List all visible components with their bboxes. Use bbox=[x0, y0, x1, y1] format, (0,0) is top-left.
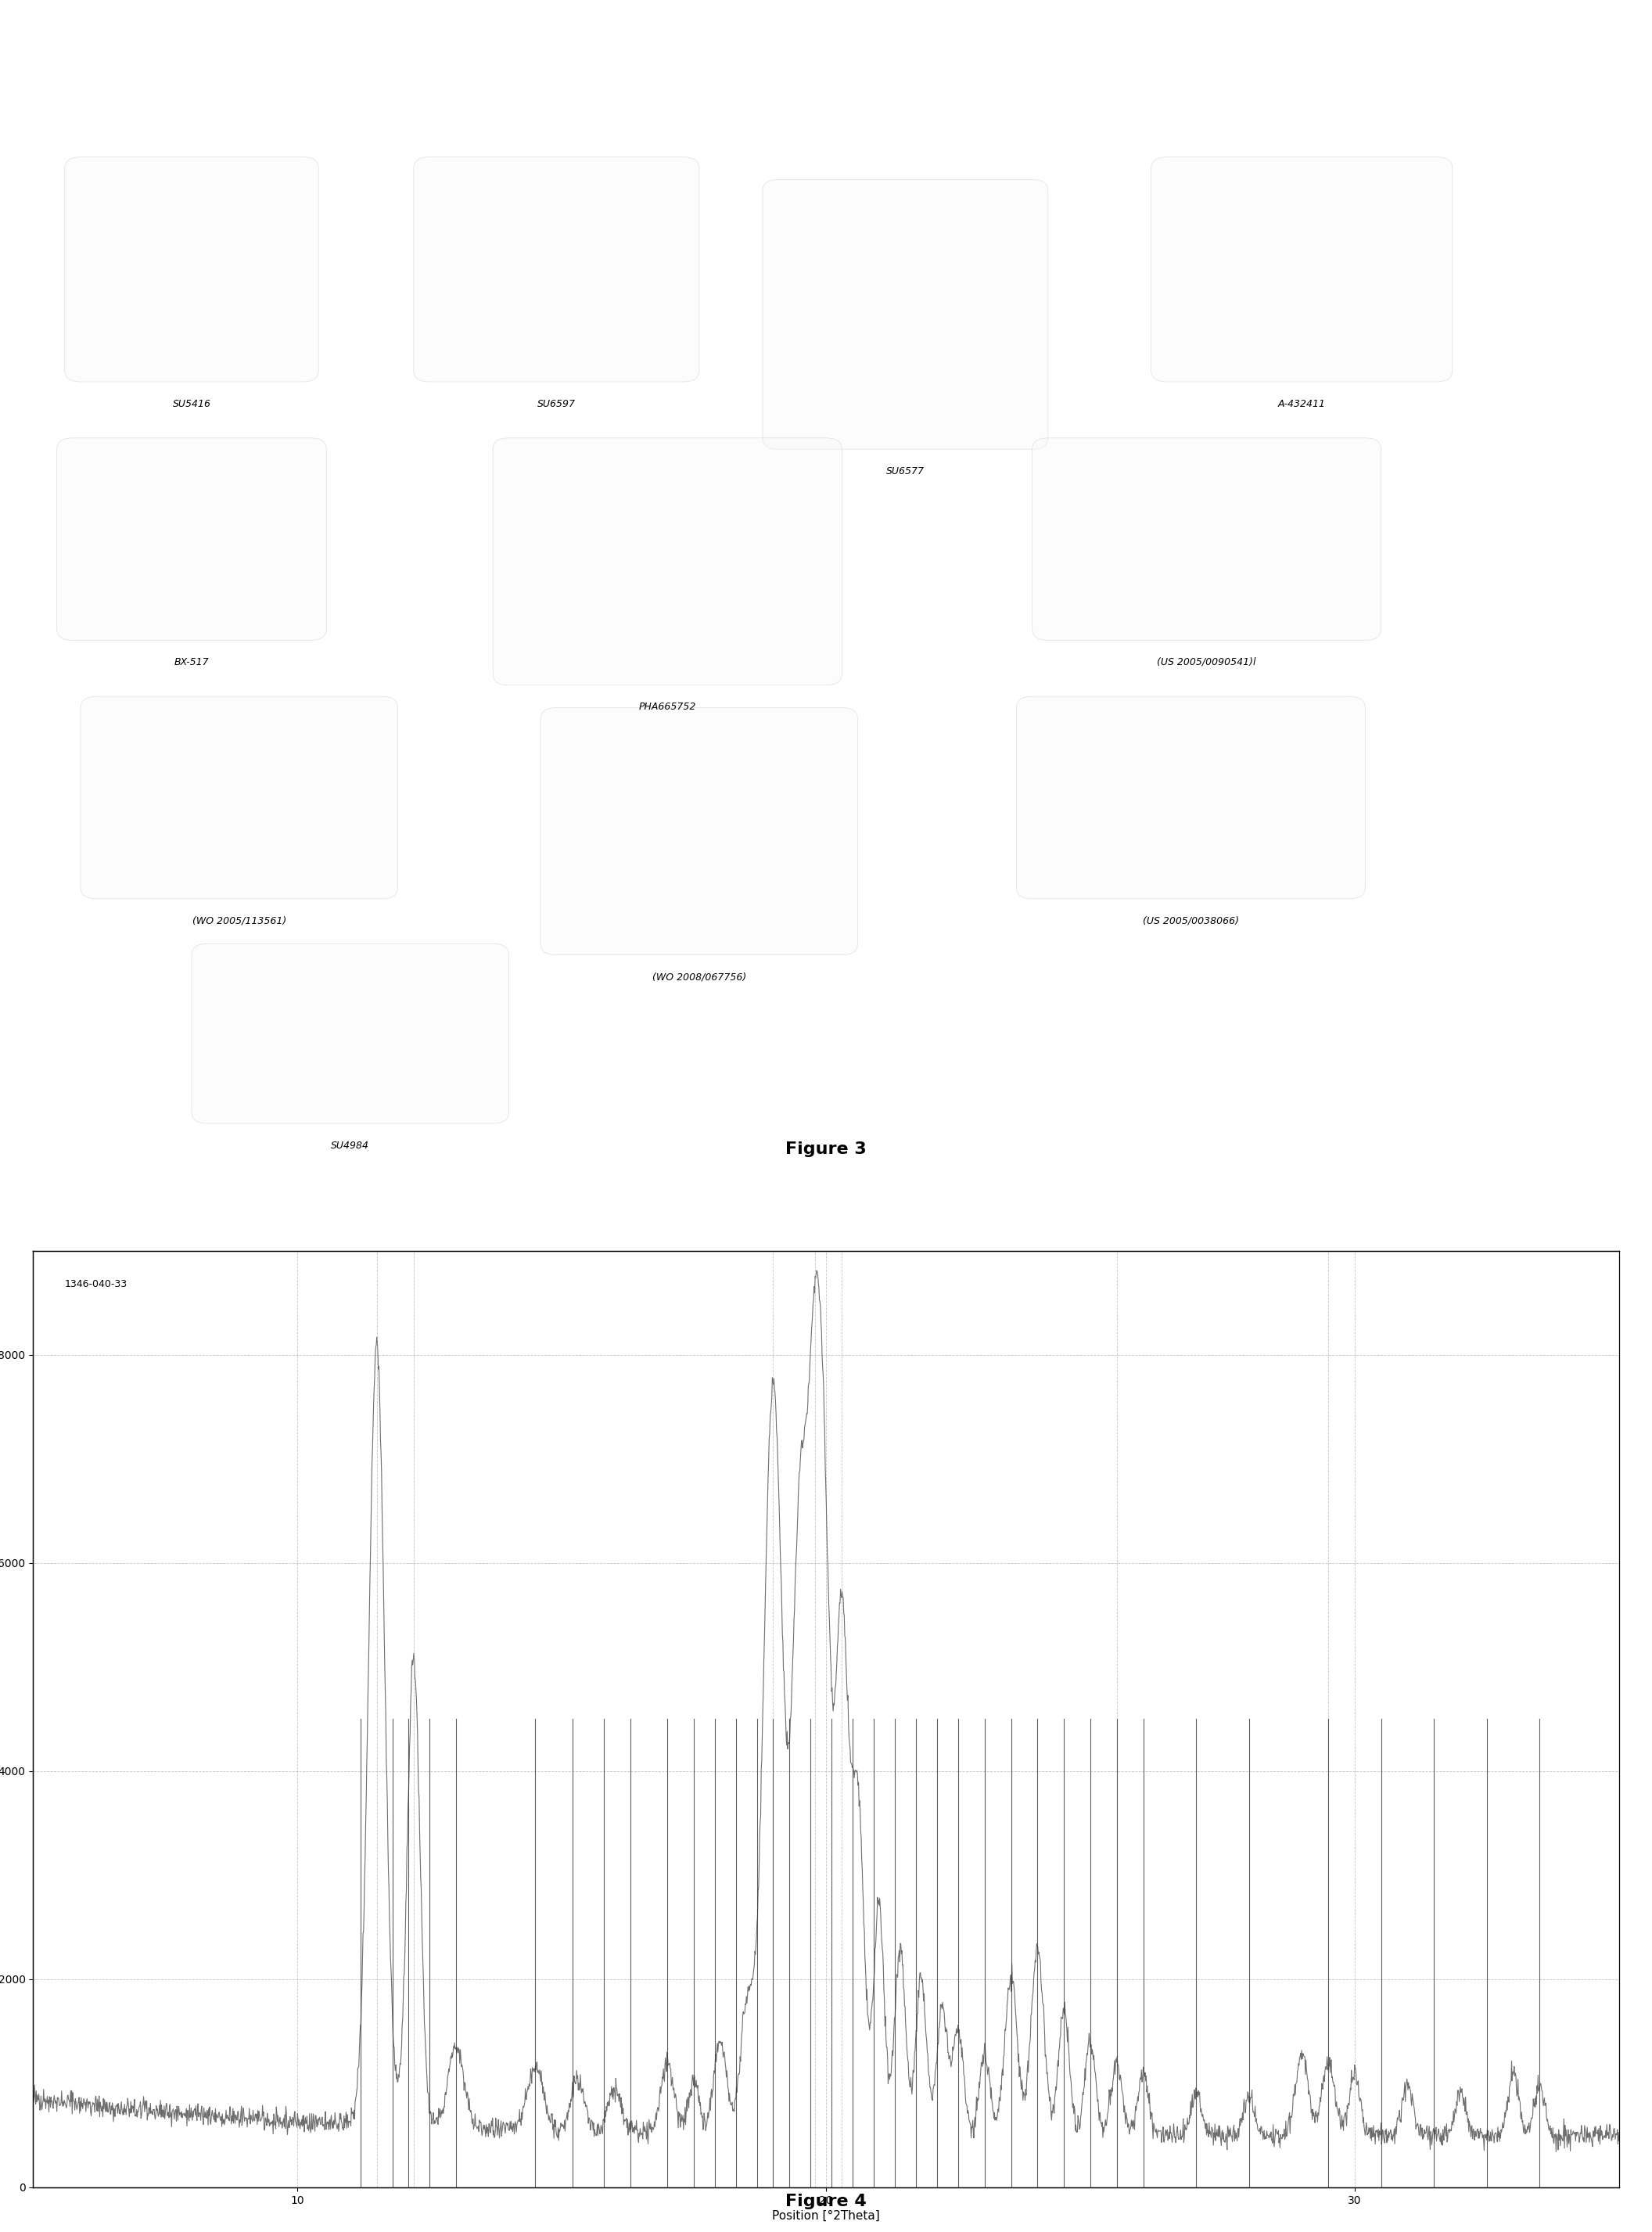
Text: (WO 2008/067756): (WO 2008/067756) bbox=[653, 971, 747, 982]
Text: A-432411: A-432411 bbox=[1279, 400, 1325, 408]
FancyBboxPatch shape bbox=[56, 437, 327, 641]
FancyBboxPatch shape bbox=[1016, 696, 1365, 899]
Text: BX-517: BX-517 bbox=[173, 656, 210, 667]
FancyBboxPatch shape bbox=[1151, 156, 1452, 382]
Text: Figure 3: Figure 3 bbox=[785, 1141, 867, 1156]
FancyBboxPatch shape bbox=[192, 944, 509, 1123]
Text: PHA665752: PHA665752 bbox=[639, 703, 695, 712]
FancyBboxPatch shape bbox=[492, 437, 843, 685]
FancyBboxPatch shape bbox=[81, 696, 398, 899]
Text: (US 2005/0038066): (US 2005/0038066) bbox=[1143, 915, 1239, 926]
FancyBboxPatch shape bbox=[64, 156, 319, 382]
Text: SU5416: SU5416 bbox=[172, 400, 211, 408]
Text: (US 2005/0090541)l: (US 2005/0090541)l bbox=[1156, 656, 1256, 667]
Text: SU6577: SU6577 bbox=[885, 466, 925, 475]
Text: SU4984: SU4984 bbox=[330, 1141, 370, 1149]
FancyBboxPatch shape bbox=[1032, 437, 1381, 641]
Text: SU6597: SU6597 bbox=[537, 400, 575, 408]
Text: 1346-040-33: 1346-040-33 bbox=[64, 1279, 127, 1290]
FancyBboxPatch shape bbox=[540, 708, 857, 955]
FancyBboxPatch shape bbox=[413, 156, 699, 382]
Text: (WO 2005/113561): (WO 2005/113561) bbox=[192, 915, 286, 926]
X-axis label: Position [°2Theta]: Position [°2Theta] bbox=[771, 2210, 881, 2223]
Text: Figure 4: Figure 4 bbox=[785, 2194, 867, 2210]
FancyBboxPatch shape bbox=[763, 179, 1047, 449]
